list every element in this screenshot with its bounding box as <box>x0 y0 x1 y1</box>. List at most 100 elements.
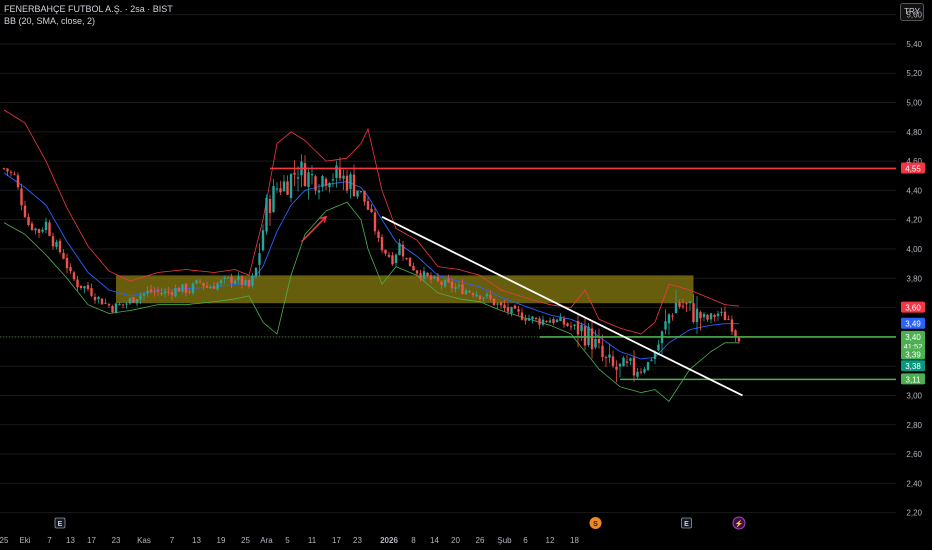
candle-body <box>268 198 272 214</box>
candle-body <box>90 288 93 296</box>
candle-body <box>345 175 349 191</box>
candle-body <box>79 285 83 289</box>
event-marker-label: E <box>684 521 689 528</box>
candle-body <box>202 282 205 286</box>
candle-body <box>576 321 580 335</box>
bb-lower-line <box>3 201 739 403</box>
candle-body <box>534 317 538 319</box>
candle-body <box>608 354 611 358</box>
candle-body <box>667 314 671 324</box>
price-tag-label: 3,11 <box>906 375 922 384</box>
candle-body <box>636 371 639 377</box>
candle-body <box>685 303 688 305</box>
time-tick-label: Şub <box>497 536 512 545</box>
candle-body <box>520 312 524 320</box>
candle-body <box>713 314 716 317</box>
candle-body <box>16 175 20 188</box>
earnings-marker <box>681 517 692 529</box>
currency-button[interactable]: TRY <box>900 3 924 21</box>
price-tick-label: 2,80 <box>906 421 922 430</box>
candle-body <box>184 283 188 293</box>
candle-body <box>13 173 16 175</box>
candle-body <box>499 302 503 306</box>
chart-title[interactable]: FENERBAHÇE FUTBOL A.Ş. · 2sa · BIST <box>4 4 173 14</box>
time-tick-label: 19 <box>217 536 226 545</box>
candle-body <box>359 191 363 193</box>
candle-body <box>632 357 636 376</box>
candle-body <box>72 272 76 280</box>
indicator-legend[interactable]: BB (20, SMA, close, 2) <box>4 16 96 26</box>
price-tick-label: 4,60 <box>906 157 922 166</box>
candle-body <box>737 338 741 342</box>
candle-body <box>646 362 650 371</box>
candle-body <box>401 244 405 257</box>
candle-body <box>657 344 660 351</box>
candle-body <box>37 228 41 233</box>
candle-body <box>363 190 366 202</box>
price-axis[interactable]: 5,60 5,40 5,20 5,00 4,80 4,60 4,40 4,20 4,00 3,80… <box>906 11 922 518</box>
candle-body <box>6 168 9 172</box>
event-markers[interactable]: E S E ⚡ <box>54 516 746 530</box>
candle-body <box>237 276 240 281</box>
candle-body <box>664 321 667 330</box>
candle-body <box>121 304 125 306</box>
candle-body <box>83 286 86 289</box>
time-tick-label: 18 <box>570 536 579 545</box>
candle-body <box>587 326 590 345</box>
support-resistance-zone[interactable] <box>116 275 694 304</box>
candle-body <box>373 212 377 232</box>
drawings[interactable] <box>0 167 896 397</box>
candle-body <box>254 268 258 277</box>
candle-body <box>191 283 195 294</box>
candle-body <box>730 319 734 332</box>
candle-body <box>541 319 545 325</box>
candle-body <box>611 356 615 366</box>
price-tag <box>901 360 925 372</box>
candle-body <box>279 188 282 193</box>
candle-body <box>139 295 142 300</box>
candle-body <box>440 281 443 285</box>
candle-body <box>20 188 23 206</box>
price-tick-label: 3,00 <box>906 391 922 400</box>
dividend-marker <box>589 517 602 529</box>
candle-body <box>156 290 160 292</box>
time-tick-label: 25 <box>241 536 250 545</box>
price-tick-label: 4,00 <box>906 245 922 254</box>
candle-body <box>671 315 674 317</box>
candle-body <box>142 293 146 296</box>
candle-body <box>545 320 548 322</box>
candle-body <box>44 221 48 231</box>
candle-body <box>34 228 37 231</box>
candle-body <box>727 318 730 320</box>
candle-body <box>335 165 338 178</box>
time-tick-label: 17 <box>332 536 341 545</box>
candle-body <box>454 286 457 289</box>
price-tag <box>901 317 925 329</box>
candle-body <box>51 236 55 247</box>
candle-body <box>513 305 517 309</box>
time-tick-label: 2026 <box>380 536 398 545</box>
time-axis[interactable]: 25 Eki 7 13 17 23 Kas 7 13 19 25 Ara 5 11 17 23 2026 8 14 2… <box>0 536 579 545</box>
bollinger-bands <box>3 109 740 403</box>
time-tick-label: 26 <box>476 536 485 545</box>
candle-body <box>555 319 559 322</box>
candle-body <box>468 291 471 293</box>
candle-body <box>643 368 646 373</box>
candle-body <box>107 304 111 306</box>
candle-body <box>629 358 632 361</box>
candle-body <box>475 294 478 297</box>
candle-body <box>230 276 233 284</box>
candle-body <box>181 284 184 292</box>
candle-body <box>552 319 555 324</box>
candle-body <box>699 312 702 319</box>
candle-body <box>384 249 387 254</box>
candle-body <box>289 174 293 198</box>
price-tag <box>901 373 925 385</box>
candle-body <box>720 311 723 313</box>
candle-body <box>503 304 506 309</box>
price-tick-label: 5,40 <box>906 40 922 49</box>
candles <box>2 154 741 383</box>
candle-body <box>352 174 356 197</box>
